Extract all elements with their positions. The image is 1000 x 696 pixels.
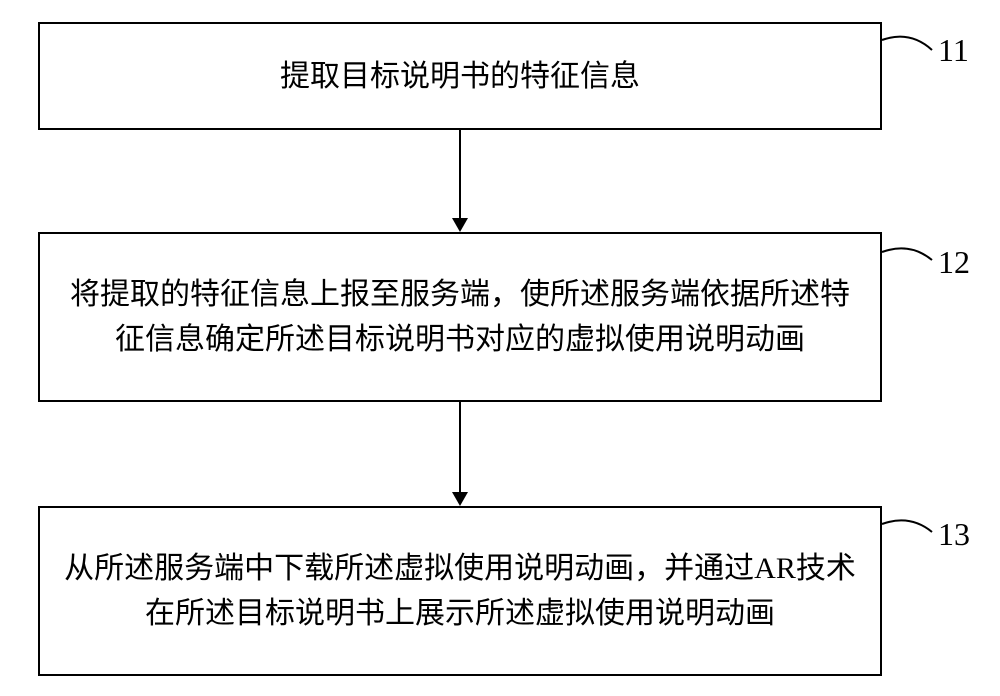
flowchart-container: 提取目标说明书的特征信息 11 将提取的特征信息上报至服务端，使所述服务端依据所… (0, 0, 1000, 696)
flowchart-node-3: 从所述服务端中下载所述虚拟使用说明动画，并通过AR技术在所述目标说明书上展示所述… (38, 506, 882, 676)
node-3-label: 13 (938, 516, 970, 553)
arrow-2-to-3 (459, 402, 461, 492)
arrow-head-1-to-2 (452, 218, 468, 232)
arrow-1-to-2 (459, 130, 461, 218)
node-1-label: 11 (938, 32, 969, 69)
flowchart-node-2: 将提取的特征信息上报至服务端，使所述服务端依据所述特征信息确定所述目标说明书对应… (38, 232, 882, 402)
node-2-label: 12 (938, 244, 970, 281)
node-2-text: 将提取的特征信息上报至服务端，使所述服务端依据所述特征信息确定所述目标说明书对应… (60, 272, 860, 362)
node-1-text: 提取目标说明书的特征信息 (280, 54, 640, 99)
node-3-text: 从所述服务端中下载所述虚拟使用说明动画，并通过AR技术在所述目标说明书上展示所述… (60, 546, 860, 636)
arrow-head-2-to-3 (452, 492, 468, 506)
flowchart-node-1: 提取目标说明书的特征信息 (38, 22, 882, 130)
